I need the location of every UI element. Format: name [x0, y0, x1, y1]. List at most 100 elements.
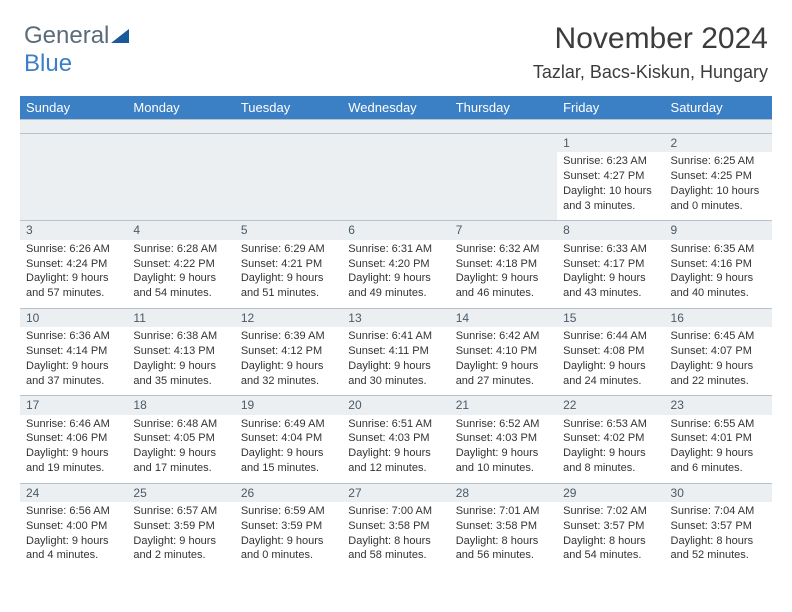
- col-saturday: Saturday: [665, 96, 772, 120]
- calendar-cell: [235, 134, 342, 221]
- sunset-text: Sunset: 4:25 PM: [671, 169, 766, 184]
- daylight-text: Daylight: 9 hours and 57 minutes.: [26, 271, 121, 301]
- page-subtitle: Tazlar, Bacs-Kiskun, Hungary: [533, 62, 768, 83]
- calendar-cell: 5Sunrise: 6:29 AMSunset: 4:21 PMDaylight…: [235, 221, 342, 308]
- calendar-cell: 2Sunrise: 6:25 AMSunset: 4:25 PMDaylight…: [665, 134, 772, 221]
- day-content: Sunrise: 6:46 AMSunset: 4:06 PMDaylight:…: [20, 415, 127, 483]
- sunset-text: Sunset: 3:59 PM: [241, 519, 336, 534]
- calendar-cell: 26Sunrise: 6:59 AMSunset: 3:59 PMDayligh…: [235, 483, 342, 570]
- day-content: Sunrise: 7:01 AMSunset: 3:58 PMDaylight:…: [450, 502, 557, 570]
- calendar-row: 10Sunrise: 6:36 AMSunset: 4:14 PMDayligh…: [20, 308, 772, 395]
- sunset-text: Sunset: 4:16 PM: [671, 257, 766, 272]
- daylight-text: Daylight: 9 hours and 27 minutes.: [456, 359, 551, 389]
- day-content: Sunrise: 6:45 AMSunset: 4:07 PMDaylight:…: [665, 327, 772, 395]
- day-number: 24: [20, 484, 127, 502]
- day-content: Sunrise: 6:55 AMSunset: 4:01 PMDaylight:…: [665, 415, 772, 483]
- sunset-text: Sunset: 4:07 PM: [671, 344, 766, 359]
- calendar-cell: 16Sunrise: 6:45 AMSunset: 4:07 PMDayligh…: [665, 308, 772, 395]
- sunset-text: Sunset: 4:18 PM: [456, 257, 551, 272]
- calendar-cell: 24Sunrise: 6:56 AMSunset: 4:00 PMDayligh…: [20, 483, 127, 570]
- sunset-text: Sunset: 4:10 PM: [456, 344, 551, 359]
- sunrise-text: Sunrise: 6:26 AM: [26, 242, 121, 257]
- sunrise-text: Sunrise: 7:01 AM: [456, 504, 551, 519]
- day-content: Sunrise: 6:51 AMSunset: 4:03 PMDaylight:…: [342, 415, 449, 483]
- sunrise-text: Sunrise: 6:42 AM: [456, 329, 551, 344]
- day-number: 19: [235, 396, 342, 414]
- sunrise-text: Sunrise: 7:04 AM: [671, 504, 766, 519]
- day-content: Sunrise: 6:26 AMSunset: 4:24 PMDaylight:…: [20, 240, 127, 308]
- sunset-text: Sunset: 4:17 PM: [563, 257, 658, 272]
- day-content: Sunrise: 6:53 AMSunset: 4:02 PMDaylight:…: [557, 415, 664, 483]
- day-content: Sunrise: 6:23 AMSunset: 4:27 PMDaylight:…: [557, 152, 664, 220]
- calendar-cell: 21Sunrise: 6:52 AMSunset: 4:03 PMDayligh…: [450, 396, 557, 483]
- sunrise-text: Sunrise: 6:45 AM: [671, 329, 766, 344]
- day-number: 25: [127, 484, 234, 502]
- calendar-cell: 19Sunrise: 6:49 AMSunset: 4:04 PMDayligh…: [235, 396, 342, 483]
- sunset-text: Sunset: 3:59 PM: [133, 519, 228, 534]
- sunrise-text: Sunrise: 6:35 AM: [671, 242, 766, 257]
- day-number: 10: [20, 309, 127, 327]
- calendar-cell: 7Sunrise: 6:32 AMSunset: 4:18 PMDaylight…: [450, 221, 557, 308]
- logo-triangle-icon: [111, 29, 129, 43]
- daylight-text: Daylight: 9 hours and 10 minutes.: [456, 446, 551, 476]
- daylight-text: Daylight: 9 hours and 2 minutes.: [133, 534, 228, 564]
- day-content: Sunrise: 6:28 AMSunset: 4:22 PMDaylight:…: [127, 240, 234, 308]
- calendar-cell: 27Sunrise: 7:00 AMSunset: 3:58 PMDayligh…: [342, 483, 449, 570]
- col-thursday: Thursday: [450, 96, 557, 120]
- day-content: Sunrise: 6:38 AMSunset: 4:13 PMDaylight:…: [127, 327, 234, 395]
- sunrise-text: Sunrise: 6:23 AM: [563, 154, 658, 169]
- daylight-text: Daylight: 9 hours and 49 minutes.: [348, 271, 443, 301]
- day-number: 8: [557, 221, 664, 239]
- calendar-cell: 25 Sunrise: 6:57 AMSunset: 3:59 PMDayligh…: [127, 483, 234, 570]
- daylight-text: Daylight: 9 hours and 19 minutes.: [26, 446, 121, 476]
- sunset-text: Sunset: 4:12 PM: [241, 344, 336, 359]
- daylight-text: Daylight: 8 hours and 56 minutes.: [456, 534, 551, 564]
- calendar-cell: 3Sunrise: 6:26 AMSunset: 4:24 PMDaylight…: [20, 221, 127, 308]
- sunrise-text: Sunrise: 6:29 AM: [241, 242, 336, 257]
- sunset-text: Sunset: 4:14 PM: [26, 344, 121, 359]
- calendar-cell: [127, 134, 234, 221]
- day-number: [342, 134, 449, 152]
- sunset-text: Sunset: 4:11 PM: [348, 344, 443, 359]
- sunrise-text: Sunrise: 6:31 AM: [348, 242, 443, 257]
- calendar-body: 1Sunrise: 6:23 AMSunset: 4:27 PMDaylight…: [20, 134, 772, 570]
- sunrise-text: Sunrise: 6:38 AM: [133, 329, 228, 344]
- calendar-table: Sunday Monday Tuesday Wednesday Thursday…: [20, 96, 772, 570]
- sunrise-text: Sunrise: 6:51 AM: [348, 417, 443, 432]
- daylight-text: Daylight: 9 hours and 32 minutes.: [241, 359, 336, 389]
- daylight-text: Daylight: 8 hours and 54 minutes.: [563, 534, 658, 564]
- calendar-row: 3Sunrise: 6:26 AMSunset: 4:24 PMDaylight…: [20, 221, 772, 308]
- calendar-cell: 15Sunrise: 6:44 AMSunset: 4:08 PMDayligh…: [557, 308, 664, 395]
- daylight-text: Daylight: 9 hours and 4 minutes.: [26, 534, 121, 564]
- sunrise-text: Sunrise: 6:57 AM: [133, 504, 228, 519]
- day-number: 27: [342, 484, 449, 502]
- calendar-spacer-row: [20, 120, 772, 134]
- day-number: 15: [557, 309, 664, 327]
- calendar-cell: 14Sunrise: 6:42 AMSunset: 4:10 PMDayligh…: [450, 308, 557, 395]
- calendar-cell: 13Sunrise: 6:41 AMSunset: 4:11 PMDayligh…: [342, 308, 449, 395]
- calendar-cell: 4Sunrise: 6:28 AMSunset: 4:22 PMDaylight…: [127, 221, 234, 308]
- sunset-text: Sunset: 4:04 PM: [241, 431, 336, 446]
- daylight-text: Daylight: 8 hours and 58 minutes.: [348, 534, 443, 564]
- day-content: Sunrise: 6:33 AMSunset: 4:17 PMDaylight:…: [557, 240, 664, 308]
- calendar-cell: 22Sunrise: 6:53 AMSunset: 4:02 PMDayligh…: [557, 396, 664, 483]
- sunrise-text: Sunrise: 6:41 AM: [348, 329, 443, 344]
- day-content: Sunrise: 6:44 AMSunset: 4:08 PMDaylight:…: [557, 327, 664, 395]
- calendar-row: 24Sunrise: 6:56 AMSunset: 4:00 PMDayligh…: [20, 483, 772, 570]
- day-number: 1: [557, 134, 664, 152]
- calendar-cell: [450, 134, 557, 221]
- calendar-cell: 9Sunrise: 6:35 AMSunset: 4:16 PMDaylight…: [665, 221, 772, 308]
- daylight-text: Daylight: 9 hours and 15 minutes.: [241, 446, 336, 476]
- sunset-text: Sunset: 3:57 PM: [671, 519, 766, 534]
- sunset-text: Sunset: 4:20 PM: [348, 257, 443, 272]
- sunrise-text: Sunrise: 6:33 AM: [563, 242, 658, 257]
- col-friday: Friday: [557, 96, 664, 120]
- daylight-text: Daylight: 9 hours and 12 minutes.: [348, 446, 443, 476]
- day-number: 22: [557, 396, 664, 414]
- daylight-text: Daylight: 9 hours and 35 minutes.: [133, 359, 228, 389]
- page-title: November 2024: [555, 22, 768, 56]
- day-number: 30: [665, 484, 772, 502]
- sunrise-text: Sunrise: 6:59 AM: [241, 504, 336, 519]
- sunset-text: Sunset: 4:00 PM: [26, 519, 121, 534]
- col-monday: Monday: [127, 96, 234, 120]
